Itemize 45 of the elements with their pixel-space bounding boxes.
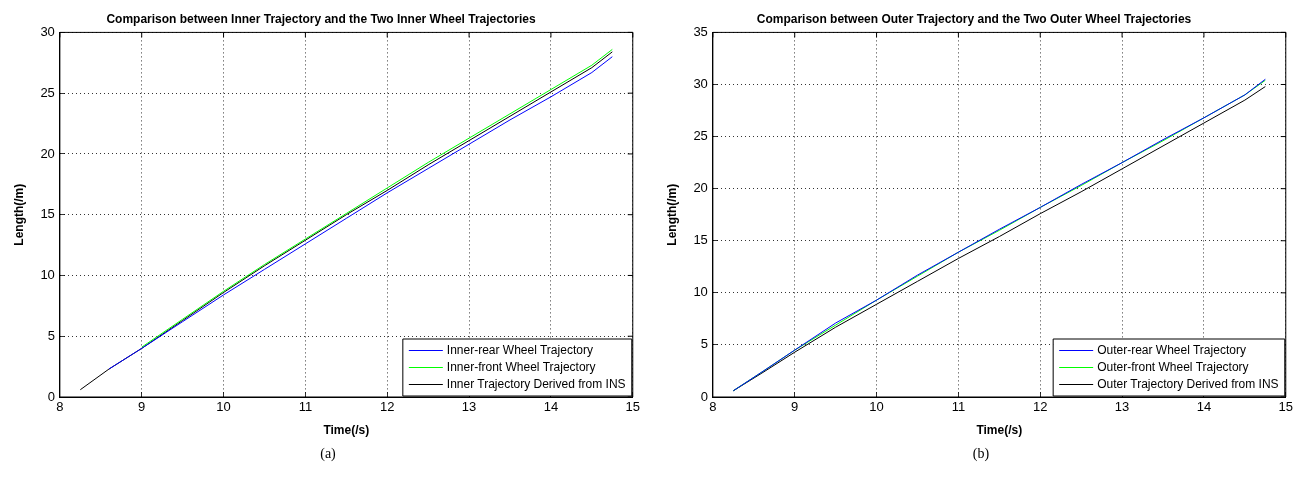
y-axis-title: Length(/m) <box>11 183 26 246</box>
x-tick-label: 11 <box>951 399 966 415</box>
x-tick-label: 12 <box>1033 399 1048 415</box>
x-tick-label: 9 <box>791 399 799 415</box>
y-tick-label: 5 <box>700 336 708 352</box>
x-tick-label: 13 <box>1114 399 1130 415</box>
y-tick-label: 0 <box>47 388 55 404</box>
text: (b) <box>971 446 991 462</box>
x-tick-label: 8 <box>709 399 717 415</box>
chart-title: Comparison between Inner Trajectory and the Two Inner Wheel Trajectories <box>106 11 536 26</box>
x-tick-label: 14 <box>1196 399 1212 415</box>
x-tick-label: 15 <box>625 399 640 415</box>
x-tick-label: 10 <box>869 399 884 415</box>
y-tick-label: 20 <box>693 180 708 196</box>
legend-label: Inner-front Wheel Trajectory <box>446 359 596 374</box>
x-axis-title: Time(/s) <box>976 423 1023 438</box>
x-tick-label: 10 <box>216 399 231 415</box>
x-tick-label: 14 <box>543 399 559 415</box>
x-tick-label: 12 <box>380 399 395 415</box>
x-tick-label: 11 <box>298 399 313 415</box>
y-tick-label: 20 <box>40 145 55 161</box>
legend-label: Outer-rear Wheel Trajectory <box>1097 342 1246 357</box>
legend-label: Inner Trajectory Derived from INS <box>446 376 626 391</box>
x-tick-label: 15 <box>1278 399 1293 415</box>
y-tick-label: 5 <box>47 327 55 343</box>
y-axis-title: Length(/m) <box>664 183 679 246</box>
y-tick-label: 30 <box>40 23 55 39</box>
x-tick-label: 13 <box>461 399 477 415</box>
y-tick-label: 35 <box>693 23 708 39</box>
legend-label: Inner-rear Wheel Trajectory <box>446 342 593 357</box>
text: (a) <box>319 446 337 462</box>
legend-label: Outer-front Wheel Trajectory <box>1097 359 1249 374</box>
y-tick-label: 0 <box>700 388 708 404</box>
chart-title: Comparison between Outer Trajectory and the Two Outer Wheel Trajectories <box>756 11 1192 26</box>
y-tick-label: 10 <box>693 284 708 300</box>
y-tick-label: 25 <box>693 128 708 144</box>
y-tick-label: 15 <box>693 232 708 248</box>
legend-label: Outer Trajectory Derived from INS <box>1097 376 1279 391</box>
x-tick-label: 8 <box>56 399 64 415</box>
x-tick-label: 9 <box>138 399 146 415</box>
y-tick-label: 15 <box>40 206 55 222</box>
y-tick-label: 25 <box>40 84 55 100</box>
x-axis-title: Time(/s) <box>323 423 370 438</box>
y-tick-label: 10 <box>40 267 55 283</box>
y-tick-label: 30 <box>693 76 708 92</box>
